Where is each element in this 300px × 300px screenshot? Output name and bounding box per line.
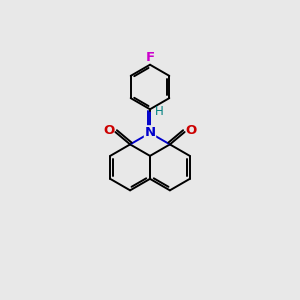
Text: O: O	[185, 124, 197, 137]
Text: O: O	[103, 124, 115, 137]
Text: N: N	[144, 126, 156, 139]
Text: F: F	[146, 51, 154, 64]
Text: H: H	[155, 105, 164, 118]
